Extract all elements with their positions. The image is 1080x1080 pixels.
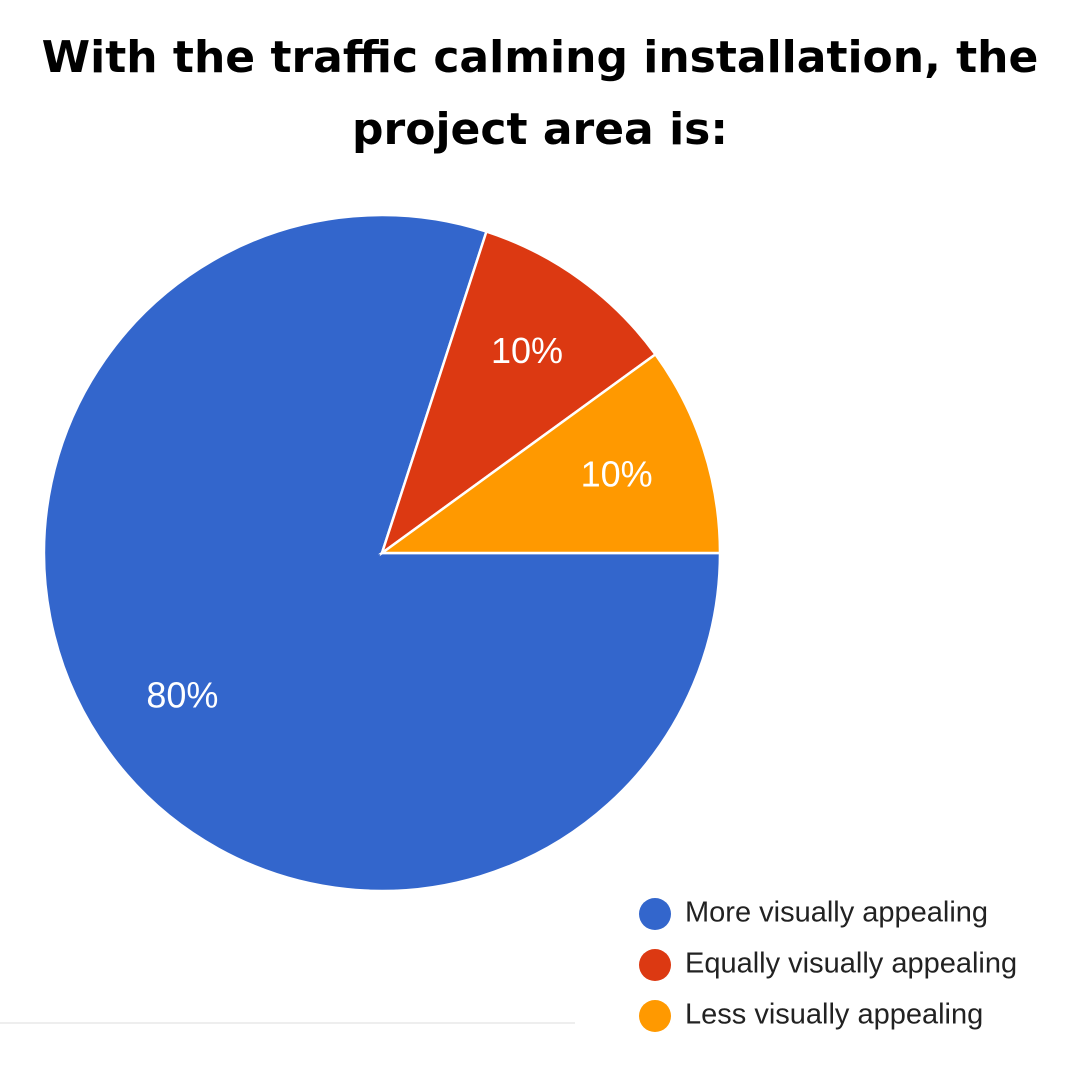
- legend-label: Less visually appealing: [685, 999, 983, 1031]
- chart-title: With the traffic calming installation, t…: [41, 32, 1039, 155]
- legend-marker: [639, 898, 671, 930]
- legend-marker: [639, 1000, 671, 1032]
- legend-label: More visually appealing: [685, 897, 988, 929]
- pie-slice: [378, 352, 722, 555]
- legend-label: Equally visually appealing: [685, 948, 1017, 980]
- data-label: 80%: [146, 675, 218, 716]
- data-label: 10%: [581, 453, 653, 494]
- pie-slice: [379, 229, 658, 557]
- pie-slice: [42, 213, 722, 893]
- data-label: 10%: [491, 330, 563, 371]
- legend-marker: [639, 949, 671, 981]
